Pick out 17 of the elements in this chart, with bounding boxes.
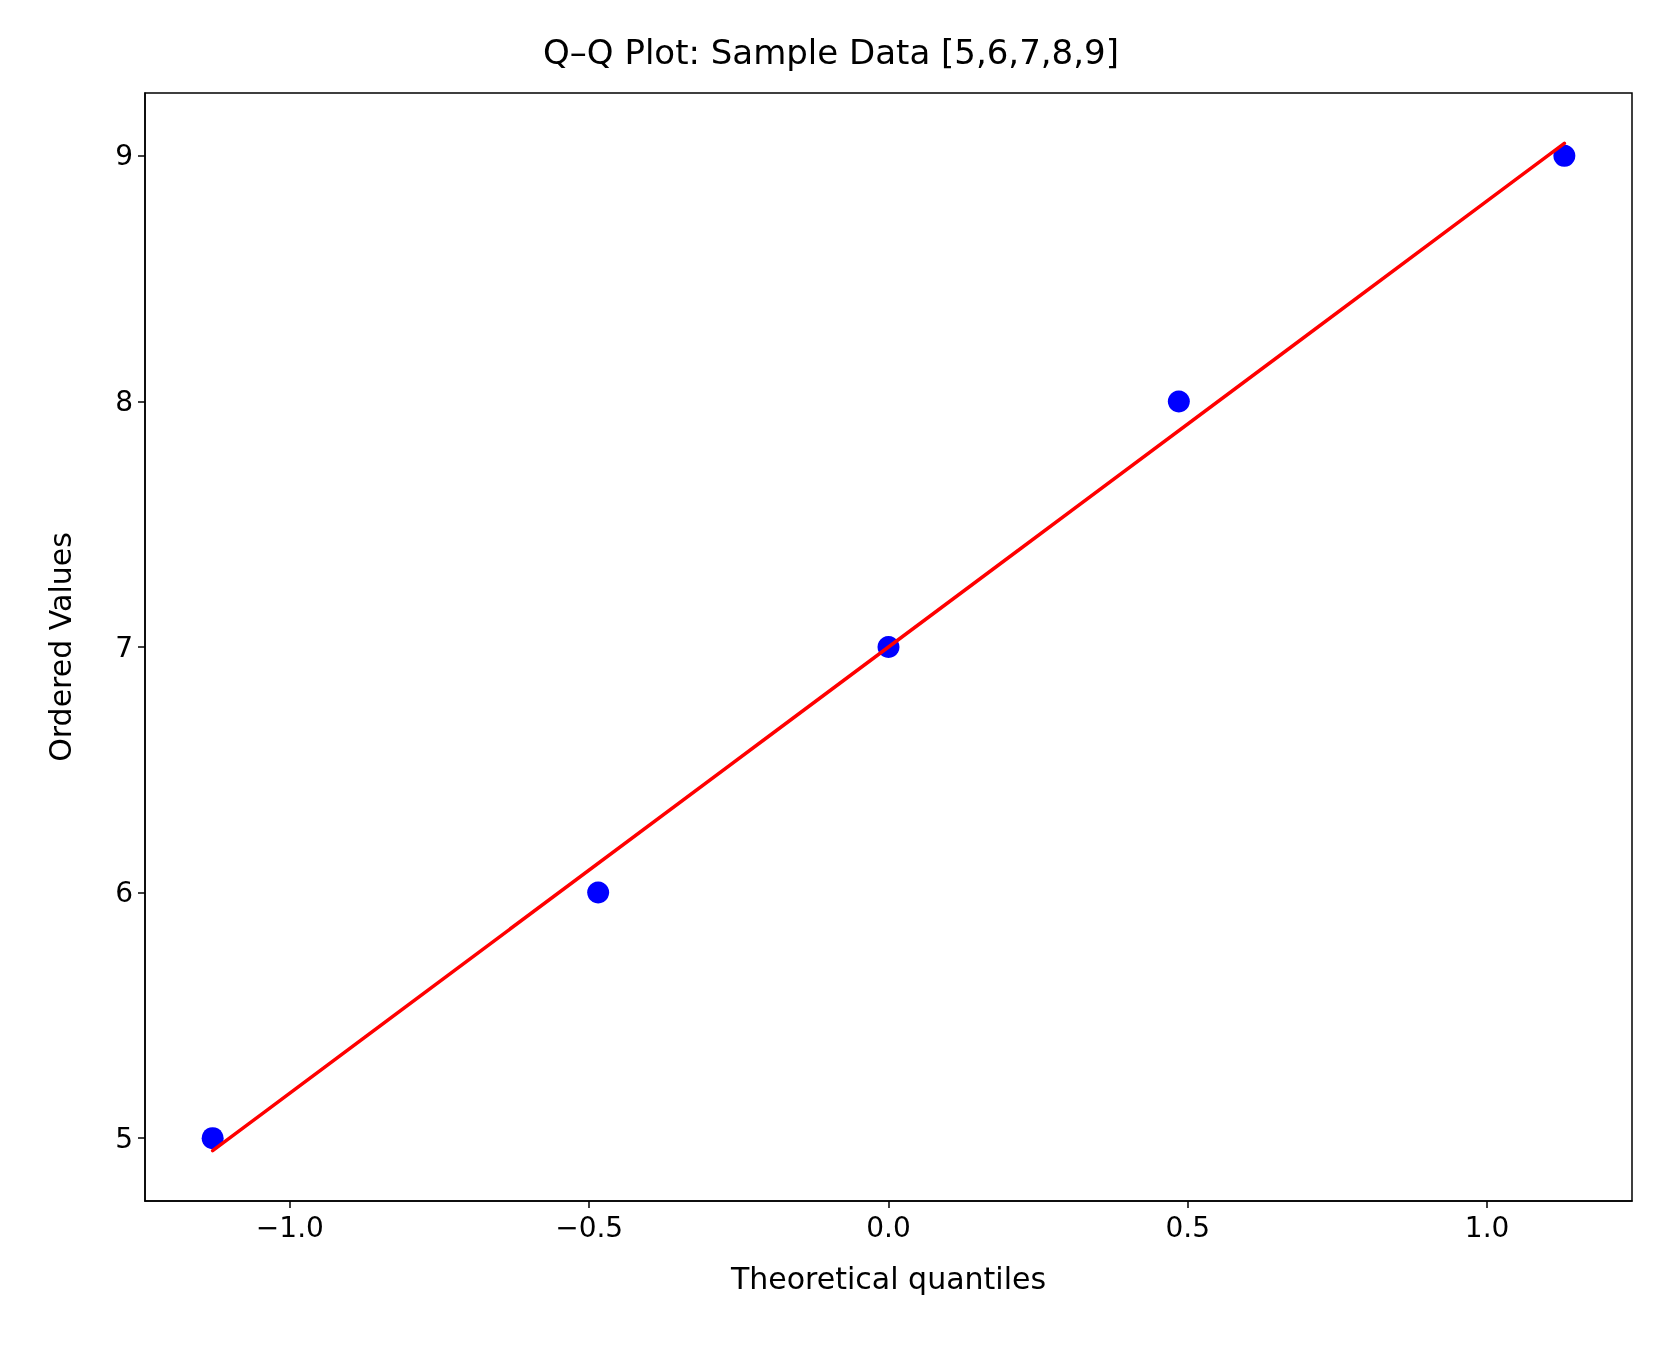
x-axis-title: Theoretical quantiles: [729, 1260, 1047, 1296]
y-axis-title: Ordered Values: [42, 532, 78, 762]
x-tick-label: 1.0: [1464, 1210, 1510, 1244]
x-tick-label: 0.5: [1165, 1210, 1211, 1244]
y-tick-label: 7: [115, 630, 133, 664]
point: [587, 881, 610, 904]
x-tick-label: −1.0: [255, 1210, 324, 1244]
x-tick-label: −0.5: [555, 1210, 624, 1244]
y-tick-label: 6: [115, 876, 133, 910]
point: [201, 1127, 224, 1150]
x-tick-label: 0.0: [866, 1210, 911, 1244]
point: [1553, 144, 1576, 167]
point: [1167, 390, 1190, 413]
chart-title: Q–Q Plot: Sample Data [5,6,7,8,9]: [543, 32, 1119, 72]
y-tick-label: 8: [115, 384, 133, 418]
y-tick-label: 5: [115, 1121, 133, 1155]
y-tick-label: 9: [115, 139, 133, 173]
